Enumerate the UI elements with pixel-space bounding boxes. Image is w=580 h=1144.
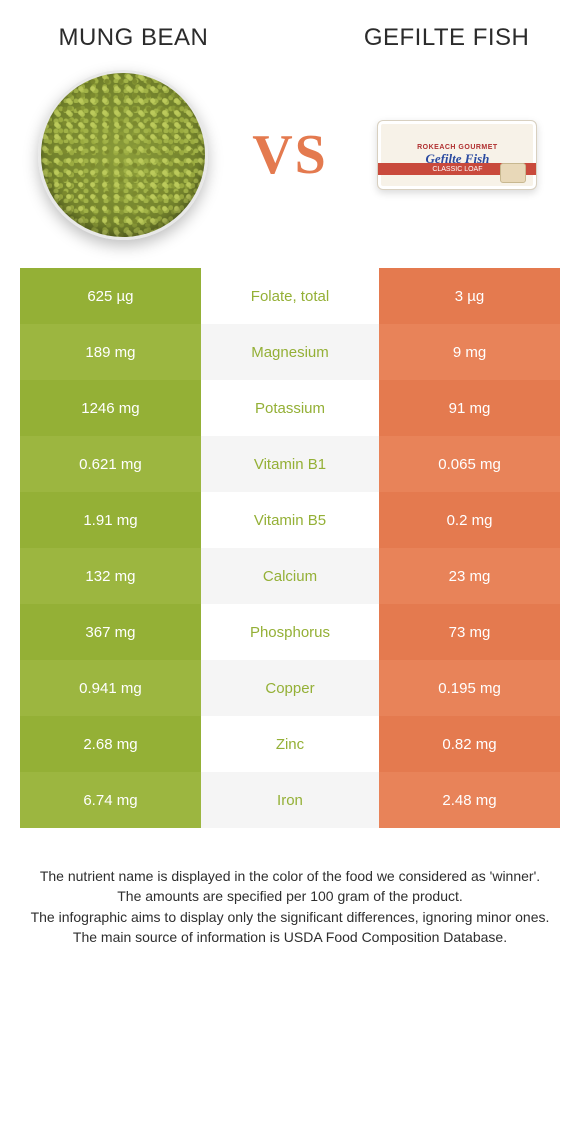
left-value-cell: 189 mg [20,324,201,380]
left-value-cell: 1.91 mg [20,492,201,548]
right-value-cell: 2.48 mg [379,772,560,828]
right-value-cell: 0.82 mg [379,716,560,772]
right-value-cell: 73 mg [379,604,560,660]
table-row: 625 µgFolate, total3 µg [20,268,560,324]
footnote-line: The main source of information is USDA F… [20,927,560,947]
table-row: 367 mgPhosphorus73 mg [20,604,560,660]
nutrient-label-cell: Potassium [201,380,379,436]
left-value-cell: 625 µg [20,268,201,324]
nutrient-label-cell: Zinc [201,716,379,772]
table-row: 1.91 mgVitamin B50.2 mg [20,492,560,548]
right-food-image: ROKEACH GOURMET Gefilte Fish CLASSIC LOA… [355,120,560,190]
left-value-cell: 6.74 mg [20,772,201,828]
gefilte-fish-illustration: ROKEACH GOURMET Gefilte Fish CLASSIC LOA… [377,120,537,190]
table-row: 1246 mgPotassium91 mg [20,380,560,436]
left-value-cell: 2.68 mg [20,716,201,772]
vs-label: VS [252,123,328,187]
right-value-cell: 0.195 mg [379,660,560,716]
table-row: 189 mgMagnesium9 mg [20,324,560,380]
footnote-line: The infographic aims to display only the… [20,907,560,927]
left-value-cell: 1246 mg [20,380,201,436]
footnote-line: The nutrient name is displayed in the co… [20,866,560,886]
title-left: MUNG BEAN [20,24,247,52]
right-value-cell: 0.065 mg [379,436,560,492]
comparison-table: 625 µgFolate, total3 µg189 mgMagnesium9 … [20,268,560,828]
footnotes: The nutrient name is displayed in the co… [20,866,560,947]
right-value-cell: 3 µg [379,268,560,324]
nutrient-label-cell: Vitamin B5 [201,492,379,548]
left-food-image [20,70,225,240]
table-row: 6.74 mgIron2.48 mg [20,772,560,828]
right-value-cell: 0.2 mg [379,492,560,548]
header: MUNG BEAN GEFILTE FISH [20,24,560,52]
left-value-cell: 0.621 mg [20,436,201,492]
nutrient-label-cell: Calcium [201,548,379,604]
right-value-cell: 9 mg [379,324,560,380]
nutrient-label-cell: Vitamin B1 [201,436,379,492]
table-row: 0.941 mgCopper0.195 mg [20,660,560,716]
nutrient-label-cell: Copper [201,660,379,716]
left-value-cell: 0.941 mg [20,660,201,716]
table-row: 0.621 mgVitamin B10.065 mg [20,436,560,492]
nutrient-label-cell: Phosphorus [201,604,379,660]
nutrient-label-cell: Folate, total [201,268,379,324]
mung-bean-illustration [38,70,208,240]
right-value-cell: 91 mg [379,380,560,436]
table-row: 2.68 mgZinc0.82 mg [20,716,560,772]
left-value-cell: 367 mg [20,604,201,660]
package-brand: ROKEACH GOURMET [417,144,498,151]
left-value-cell: 132 mg [20,548,201,604]
hero-row: VS ROKEACH GOURMET Gefilte Fish CLASSIC … [20,70,560,240]
package-slice-icon [500,163,526,183]
infographic-container: MUNG BEAN GEFILTE FISH VS ROKEACH GOURME… [0,0,580,971]
title-right: GEFILTE FISH [333,24,560,52]
nutrient-label-cell: Magnesium [201,324,379,380]
table-row: 132 mgCalcium23 mg [20,548,560,604]
nutrient-label-cell: Iron [201,772,379,828]
footnote-line: The amounts are specified per 100 gram o… [20,886,560,906]
right-value-cell: 23 mg [379,548,560,604]
